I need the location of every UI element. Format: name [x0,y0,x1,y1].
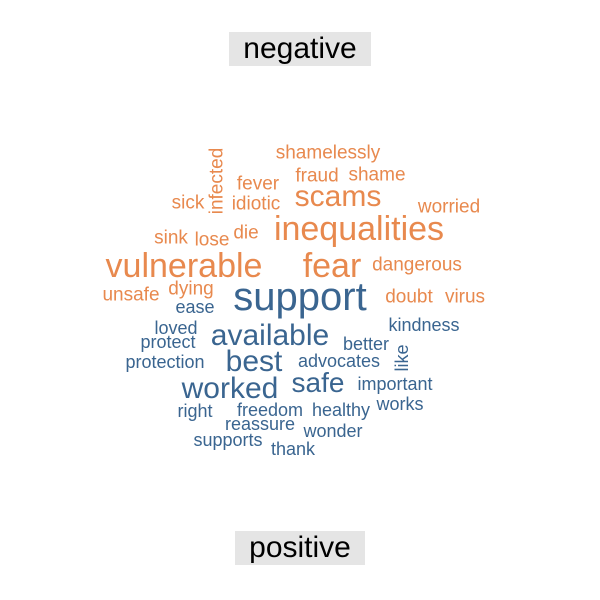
word-negative-inequalities: inequalities [273,210,445,248]
word-positive-wonder: wonder [303,421,363,441]
word-negative-dangerous: dangerous [372,254,462,276]
word-positive-best: best [225,345,283,378]
word-positive-better: better [342,334,390,354]
word-negative-shamelessly: shamelessly [275,142,381,164]
word-positive-like: like [392,344,412,372]
word-positive-worked: worked [181,372,279,405]
word-positive-protection: protection [125,352,205,372]
word-positive-ease: ease [175,297,215,317]
word-positive-right: right [177,401,213,421]
word-positive-supports: supports [193,430,263,450]
word-negative-infected: infected [206,147,228,215]
word-positive-reassure: reassure [224,414,296,434]
word-positive-works: works [376,394,424,414]
word-negative-doubt: doubt [385,286,433,308]
word-positive-important: important [357,374,433,394]
word-negative-scams: scams [294,180,382,213]
word-negative-shame: shame [348,164,406,186]
word-negative-vulnerable: vulnerable [105,247,263,285]
word-negative-idiotic: idiotic [231,193,281,215]
word-positive-healthy: healthy [311,400,371,420]
negative-label: negative [0,32,600,66]
word-negative-lose: lose [194,229,230,251]
word-negative-worried: worried [417,196,481,218]
word-positive-thank: thank [270,439,316,459]
word-negative-fever: fever [236,173,280,195]
word-negative-sink: sink [154,227,188,249]
negative-label-text: negative [229,32,371,66]
word-negative-dying: dying [168,278,214,300]
word-positive-kindness: kindness [388,315,460,335]
word-negative-fear: fear [302,247,362,285]
word-positive-advocates: advocates [297,351,381,371]
word-negative-fraud: fraud [295,165,339,187]
word-negative-unsafe: unsafe [102,284,160,306]
positive-label: positive [0,531,600,565]
word-positive-support: support [233,275,367,319]
word-negative-virus: virus [444,286,486,308]
positive-label-text: positive [235,531,365,565]
word-positive-loved: loved [154,318,198,338]
word-negative-sick: sick [171,192,205,214]
word-positive-safe: safe [291,367,345,398]
word-positive-protect: protect [140,332,196,352]
word-positive-freedom: freedom [236,400,304,420]
word-negative-die: die [233,222,259,244]
word-positive-available: available [210,319,330,352]
